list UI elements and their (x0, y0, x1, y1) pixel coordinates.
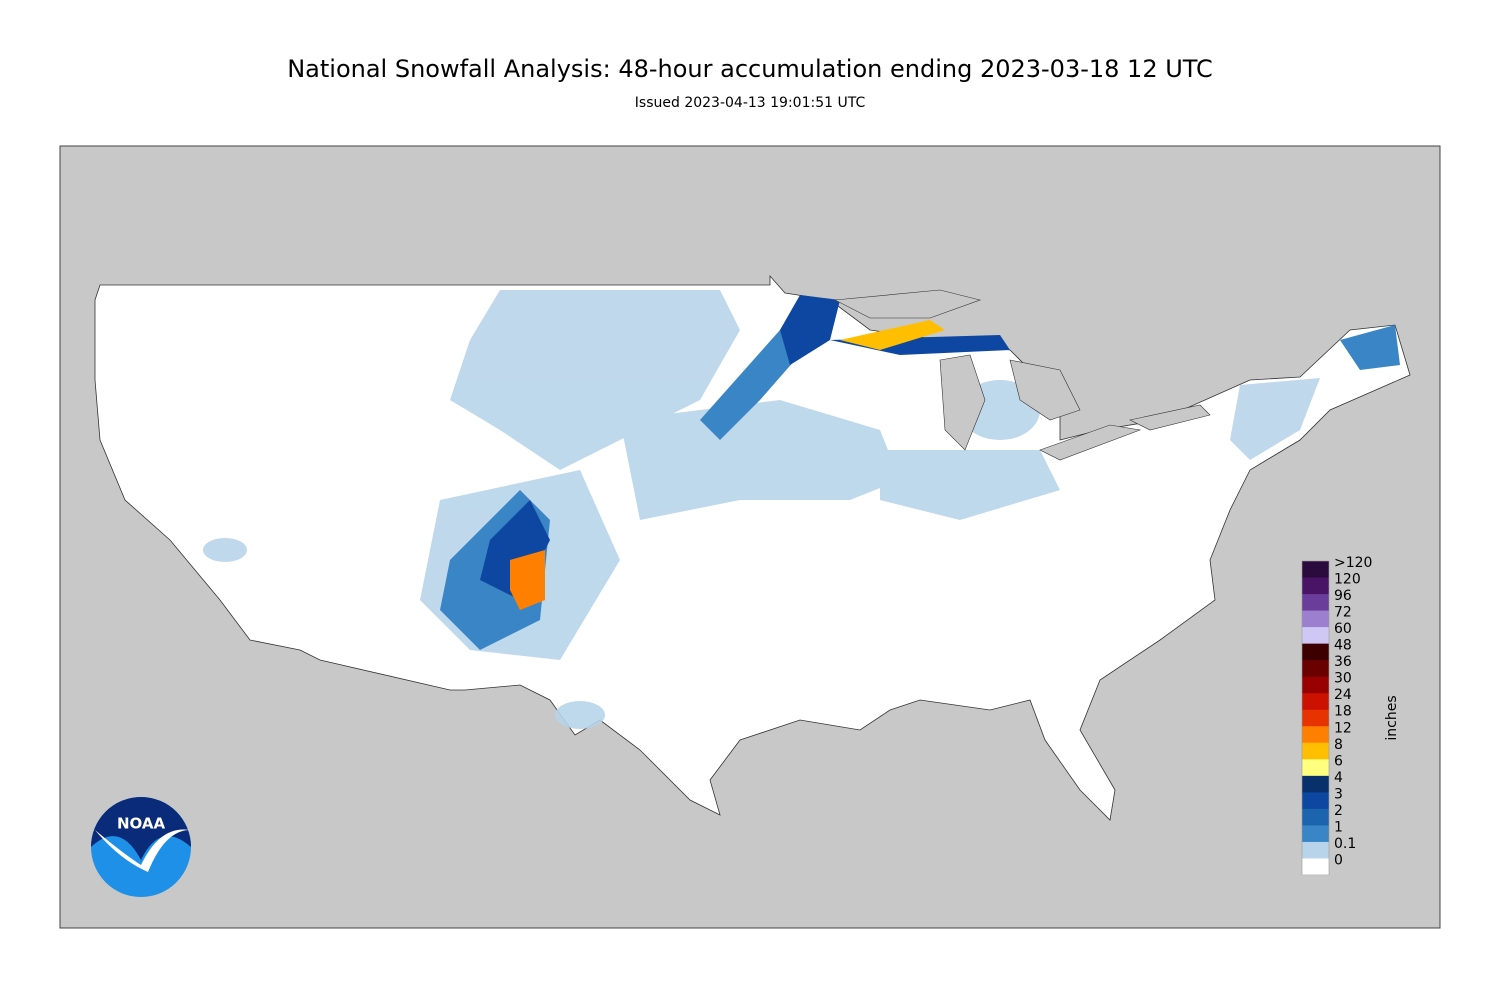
legend-unit: inches (1384, 695, 1400, 740)
map-subtitle: Issued 2023-04-13 19:01:51 UTC (635, 95, 866, 111)
legend-label: 3 (1334, 786, 1343, 802)
legend-swatch (1302, 792, 1329, 810)
legend-label: 0 (1334, 852, 1343, 868)
legend-label: >120 (1334, 555, 1372, 571)
legend-swatch (1302, 709, 1329, 727)
legend-label: 72 (1334, 605, 1352, 621)
legend-label: 4 (1334, 770, 1343, 786)
legend-label: 2 (1334, 803, 1343, 819)
legend-label: 18 (1334, 704, 1352, 720)
map (59, 145, 1441, 929)
legend-swatch (1302, 594, 1329, 612)
legend-frame (1301, 560, 1330, 876)
legend-label: 96 (1334, 588, 1352, 604)
legend-label: 30 (1334, 671, 1352, 687)
noaa-logo: NOAA (91, 797, 191, 897)
legend-label: 6 (1334, 753, 1343, 769)
legend-swatch (1302, 775, 1329, 793)
legend-swatch (1302, 610, 1329, 628)
legend-label: 36 (1334, 654, 1352, 670)
legend-swatch (1302, 561, 1329, 579)
legend-swatch (1302, 676, 1329, 694)
legend-swatch (1302, 759, 1329, 777)
legend-swatch (1302, 858, 1329, 876)
legend-label: 12 (1334, 720, 1352, 736)
legend-label: 120 (1334, 572, 1361, 588)
map-title: National Snowfall Analysis: 48-hour accu… (287, 55, 1213, 83)
legend-swatch (1302, 742, 1329, 760)
legend-label: 60 (1334, 621, 1352, 637)
legend-swatch (1302, 577, 1329, 595)
legend-swatch (1302, 693, 1329, 711)
legend-swatch (1302, 841, 1329, 859)
legend-swatch (1302, 808, 1329, 826)
legend-swatch (1302, 643, 1329, 661)
legend-swatch (1302, 660, 1329, 678)
legend-label: 8 (1334, 737, 1343, 753)
logo-text: NOAA (117, 815, 166, 833)
legend-swatch (1302, 825, 1329, 843)
legend-swatch (1302, 627, 1329, 645)
legend-label: 0.1 (1334, 836, 1356, 852)
legend-label: 48 (1334, 638, 1352, 654)
legend-label: 1 (1334, 819, 1343, 835)
legend-swatch (1302, 726, 1329, 744)
legend-label: 24 (1334, 687, 1352, 703)
